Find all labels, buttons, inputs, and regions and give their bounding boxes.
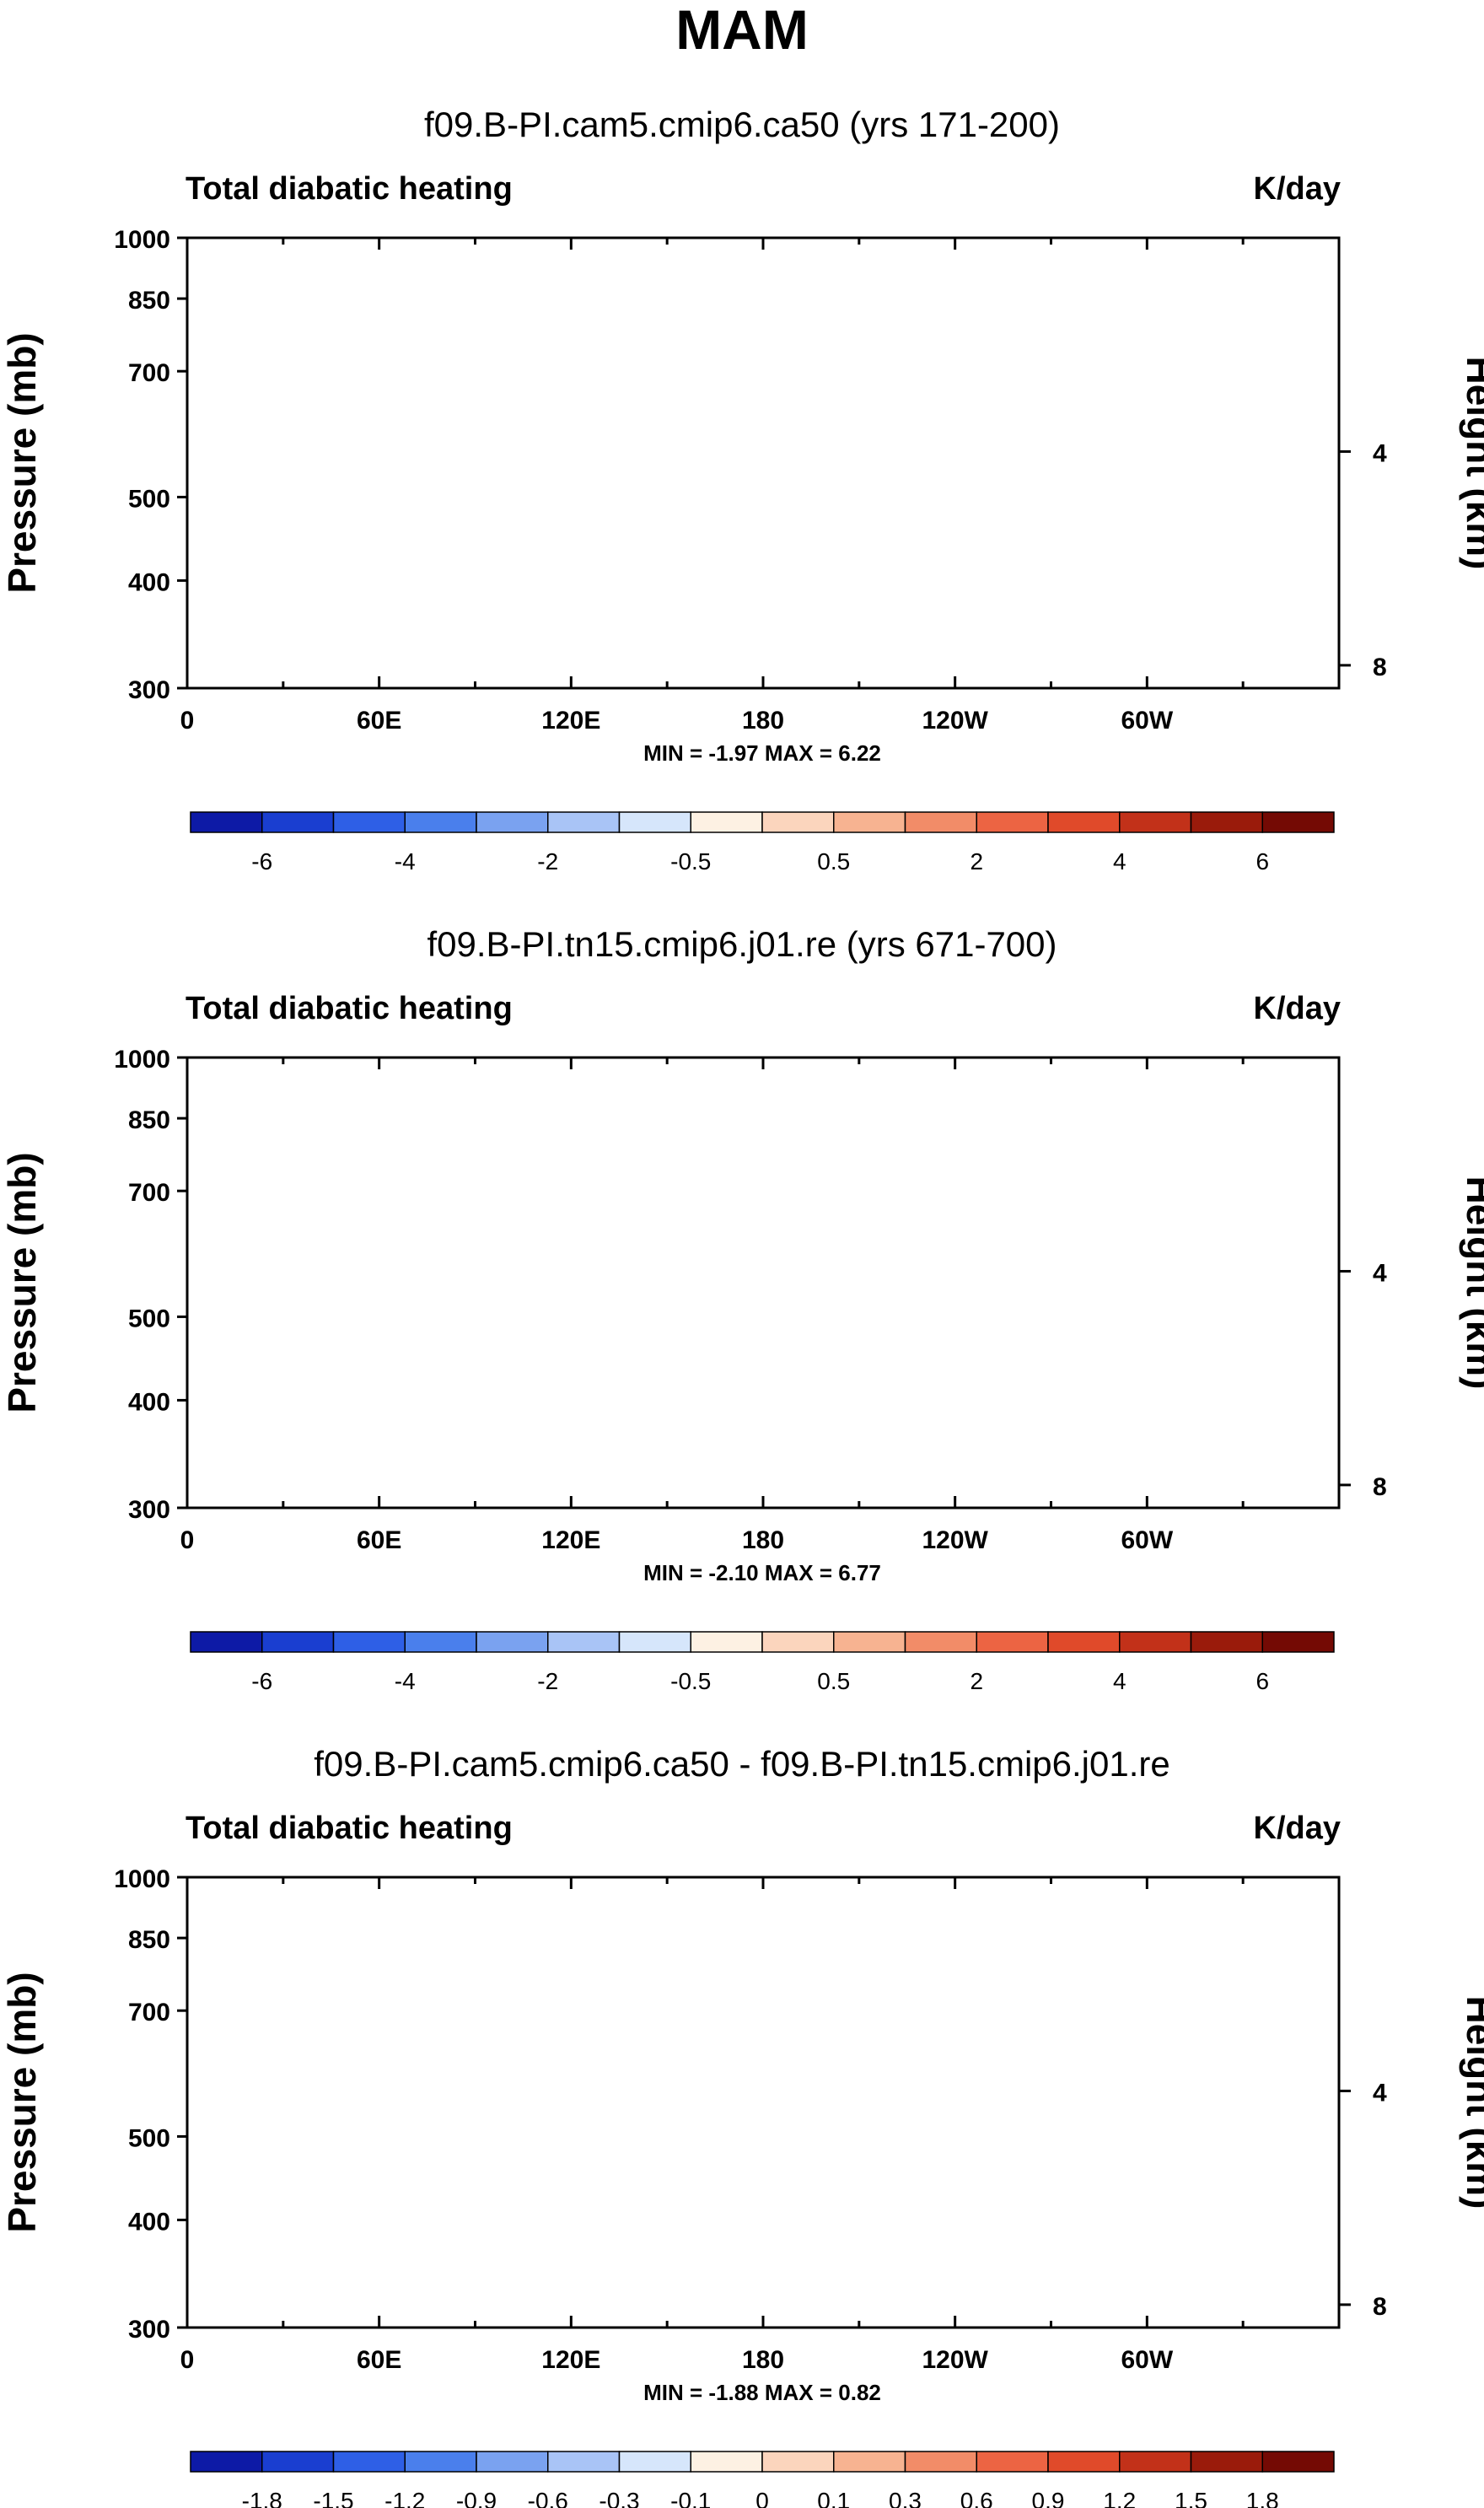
colorbar-box bbox=[1261, 811, 1335, 833]
colorbar-label: 4 bbox=[1113, 848, 1126, 875]
y-tick-label: 500 bbox=[128, 485, 170, 513]
panel-title: f09.B-PI.tn15.cmip6.j01.re (yrs 671-700) bbox=[427, 924, 1057, 964]
x-tick-label: 60W bbox=[1121, 707, 1173, 735]
plot-frame bbox=[186, 236, 1341, 690]
y-tick-label: 300 bbox=[128, 676, 170, 704]
figure-title: MAM bbox=[675, 0, 809, 61]
colorbar-box bbox=[761, 811, 835, 833]
left-label: Total diabatic heating bbox=[186, 991, 513, 1026]
colorbar-box bbox=[690, 811, 763, 833]
y-tick-label: 400 bbox=[128, 568, 170, 596]
colorbar-label: 6 bbox=[1255, 848, 1269, 875]
y2-axis-label: Height (km) bbox=[1459, 357, 1484, 570]
y-tick-label: 850 bbox=[128, 287, 170, 315]
y-axis-label: Pressure (mb) bbox=[0, 332, 44, 593]
panel-1: f09.B-PI.cam5.cmip6.ca50 (yrs 171-200) To… bbox=[0, 105, 1484, 875]
right-label: K/day bbox=[1254, 991, 1341, 1026]
colorbar-label: -6 bbox=[251, 848, 272, 875]
colorbar-label: -0.5 bbox=[670, 848, 711, 875]
colorbar-box bbox=[1119, 811, 1192, 833]
y-tick-label: 1000 bbox=[114, 226, 170, 254]
colorbar-box bbox=[904, 811, 977, 833]
x-tick-label: 120E bbox=[541, 707, 600, 735]
min-max-text: MIN = -1.97 MAX = 6.22 bbox=[643, 740, 881, 766]
y2-tick-label: 8 bbox=[1373, 654, 1387, 681]
x-tick-label: 0 bbox=[180, 707, 195, 735]
colorbar-box bbox=[547, 811, 621, 833]
colorbar-box bbox=[1047, 811, 1121, 833]
colorbar-box bbox=[976, 811, 1049, 833]
colorbar-box bbox=[833, 811, 906, 833]
colorbar-label: -2 bbox=[537, 848, 558, 875]
colorbar-label: 2 bbox=[970, 848, 983, 875]
colorbar-box bbox=[261, 811, 335, 833]
y2-tick-label: 4 bbox=[1373, 439, 1387, 467]
panel-2: f09.B-PI.tn15.cmip6.j01.re (yrs 671-700)… bbox=[0, 924, 1484, 1694]
left-label: Total diabatic heating bbox=[186, 171, 513, 207]
right-label: K/day bbox=[1254, 171, 1341, 207]
colorbar-box bbox=[190, 811, 263, 833]
x-tick-label: 60E bbox=[357, 707, 401, 735]
panel-title: f09.B-PI.cam5.cmip6.ca50 (yrs 171-200) bbox=[424, 105, 1060, 144]
colorbar-box bbox=[1190, 811, 1263, 833]
x-tick-label: 180 bbox=[742, 707, 784, 735]
colorbar-box bbox=[618, 811, 691, 833]
x-tick-label: 120W bbox=[922, 707, 988, 735]
colorbar-box bbox=[404, 811, 477, 833]
y-tick-label: 700 bbox=[128, 359, 170, 387]
colorbar-box bbox=[476, 811, 549, 833]
colorbar-label: -4 bbox=[395, 848, 416, 875]
colorbar-label: 0.5 bbox=[817, 848, 850, 875]
colorbar-box bbox=[332, 811, 406, 833]
